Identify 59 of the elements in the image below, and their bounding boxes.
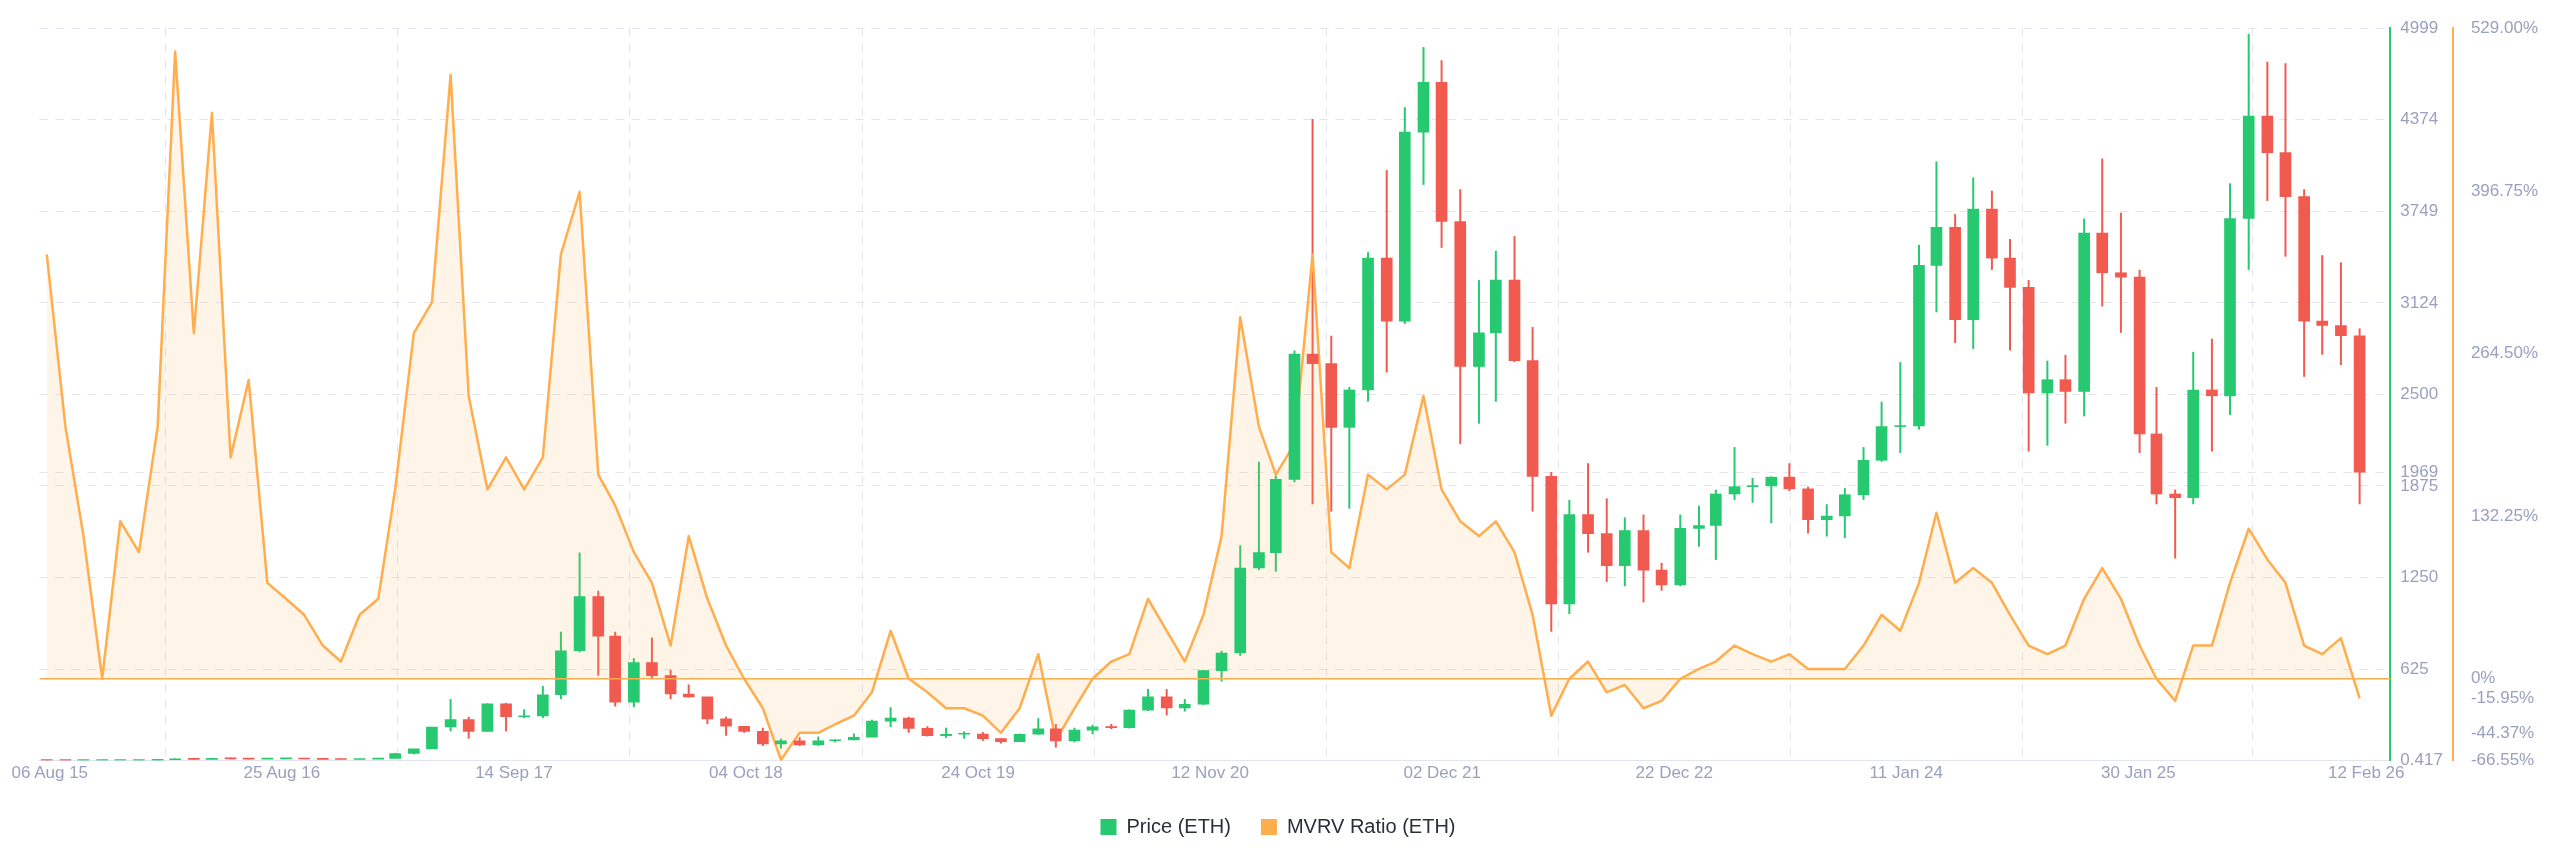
candlestick [1693,504,1705,548]
y-tick-label: 3124 [2400,292,2439,312]
y2-tick-label: 132.25% [2470,505,2539,525]
candlestick [2206,337,2218,453]
y2-tick-label: -15.95% [2470,688,2535,708]
candlestick [1655,561,1668,592]
x-tick-label: 22 Dec 22 [1635,763,1713,783]
candlestick [500,701,512,733]
candlestick [1142,687,1154,712]
candlestick [1820,503,1833,538]
y-tick-label: 3749 [2400,201,2439,221]
x-tick-label: 06 Aug 15 [11,763,89,783]
x-tick-label: 12 Nov 20 [1171,763,1249,783]
candlestick [462,715,475,740]
candlestick [701,695,714,726]
candlestick [2059,353,2072,425]
legend-label: MVRV Ratio (ETH) [1286,814,1456,837]
candlestick [1839,487,1851,539]
candlestick [1215,649,1228,683]
y-tick-label: 4999 [2400,17,2439,37]
y2-tick-label: 396.75% [2470,180,2539,200]
candlestick [2169,488,2181,560]
y2-tick-label: -44.37% [2470,723,2535,743]
x-tick-label: 30 Jan 25 [2101,763,2176,783]
candlestick [1746,476,1759,504]
candlestick [1253,460,1265,572]
candlestick [2316,254,2329,356]
candlestick [1160,688,1173,717]
candlestick [1306,117,1319,506]
candlestick [1728,446,1741,501]
legend-label: Price (ETH) [1126,814,1231,837]
x-tick-label: 25 Aug 16 [243,763,321,783]
candlestick [646,636,658,680]
x-tick-label: 14 Sep 17 [475,763,553,783]
candlestick [1582,462,1594,554]
candlestick [1783,462,1796,493]
candlestick [1765,475,1778,525]
candlestick [537,684,549,720]
y2-tick-label: 264.50% [2470,343,2539,363]
y-tick-label: 4374 [2400,109,2439,129]
candlestick [444,698,457,733]
y2-tick-label: 529.00% [2470,17,2539,37]
x-tick-label: 04 Oct 18 [709,763,783,783]
candlestick [757,726,769,748]
candlestick [2115,211,2127,334]
y-tick-label: 1250 [2400,567,2439,587]
candlestick [2041,359,2054,447]
x-tick-label: 02 Dec 21 [1403,763,1481,783]
y-tick-label: 2500 [2400,384,2439,404]
candlestick [1049,723,1062,749]
candlestick [1894,361,1907,454]
candlestick [720,715,732,737]
y-tick-label: 0.417 [2400,750,2443,770]
y2-tick-label: -66.55% [2470,750,2535,770]
candlestick [2335,261,2347,367]
x-tick-label: 11 Jan 24 [1869,763,1944,783]
y2-tick-label: 0% [2470,668,2496,688]
x-tick-label: 24 Oct 19 [941,763,1015,783]
y-tick-label: 625 [2400,658,2429,678]
